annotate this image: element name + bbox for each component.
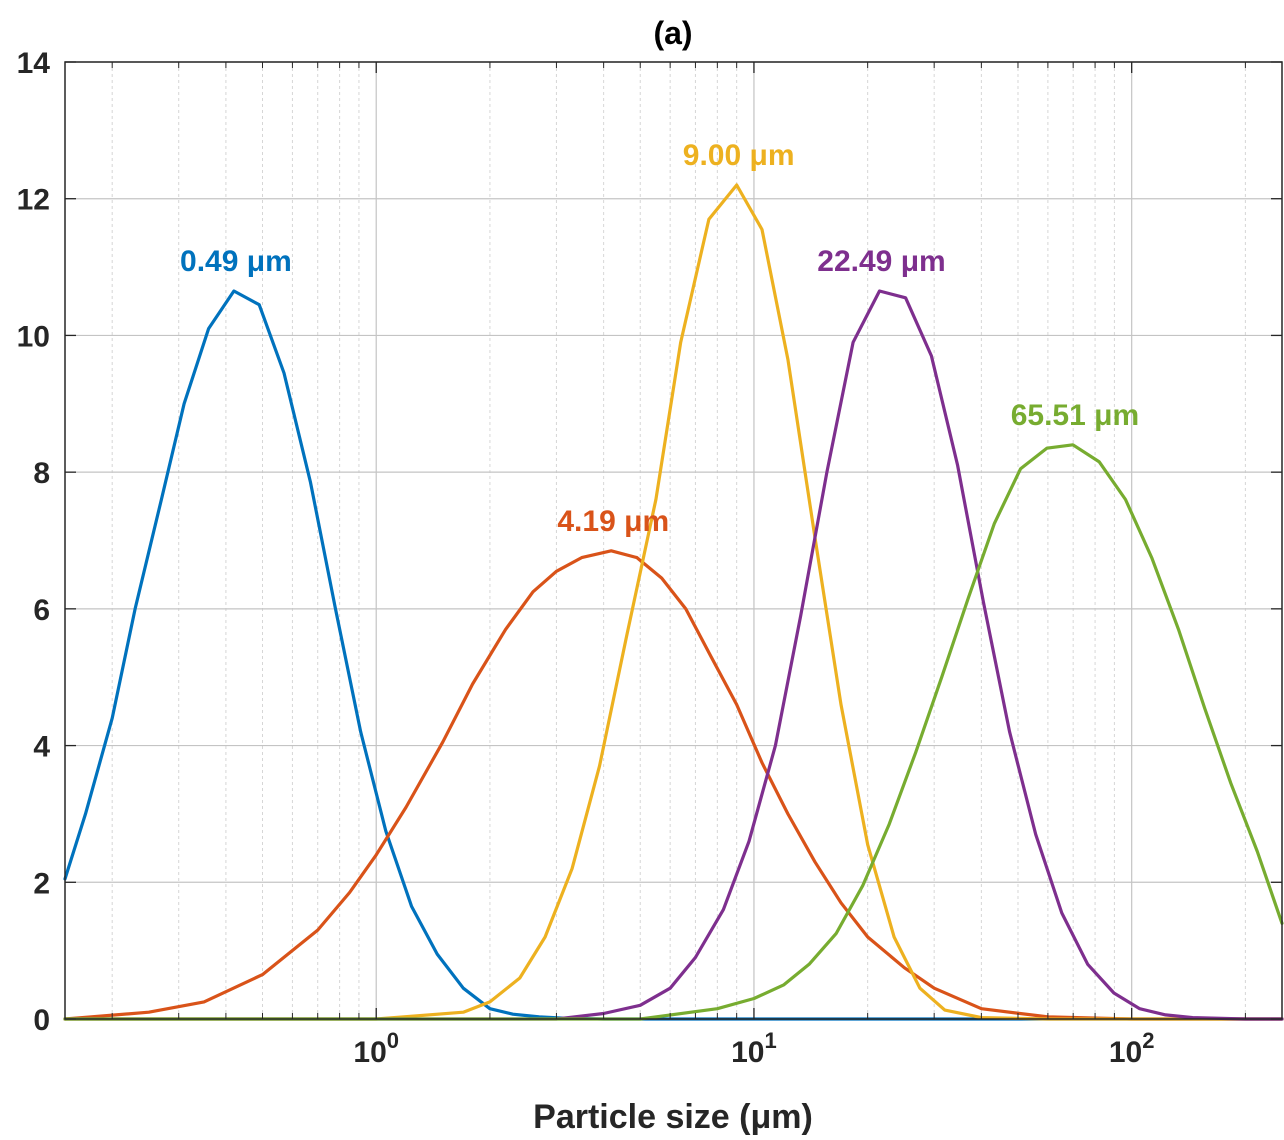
y-tick-label: 2	[33, 867, 50, 900]
plot-frame	[64, 61, 1283, 1020]
x-tick-label: 100	[353, 1028, 399, 1069]
y-tick-label: 8	[33, 457, 50, 490]
y-tick-label: 10	[17, 320, 50, 353]
y-tick-label: 6	[33, 594, 50, 627]
series-layer	[63, 183, 1284, 1021]
grid-layer	[65, 61, 1282, 1020]
x-tick-label: 101	[731, 1028, 777, 1069]
y-tick-labels: 0 2 4 6 8 10 12 14	[17, 47, 51, 1037]
x-tick-labels: 100 101 102	[353, 1028, 1154, 1069]
tick-marks	[65, 61, 1282, 1020]
x-axis-label: Particle size (μm)	[533, 1098, 813, 1136]
y-tick-label: 0	[33, 1004, 50, 1037]
chart-title: (a)	[653, 15, 692, 51]
peak-label-1: 0.49 μm	[180, 245, 292, 278]
peak-labels: 0.49 μm 4.19 μm 9.00 μm 22.49 μm 65.51 μm	[180, 139, 1139, 538]
series-line-3	[63, 183, 1284, 1021]
series-line-5	[63, 443, 1284, 1021]
peak-label-2: 4.19 μm	[557, 505, 669, 538]
peak-label-4: 22.49 μm	[817, 245, 945, 278]
series-line-4	[63, 289, 1284, 1021]
peak-label-5: 65.51 μm	[1011, 399, 1139, 432]
y-tick-label: 14	[17, 47, 51, 80]
series-line-2	[63, 549, 1284, 1021]
x-tick-label: 102	[1109, 1028, 1155, 1069]
y-tick-label: 12	[17, 184, 50, 217]
peak-label-3: 9.00 μm	[683, 139, 795, 172]
y-tick-label: 4	[33, 731, 50, 764]
